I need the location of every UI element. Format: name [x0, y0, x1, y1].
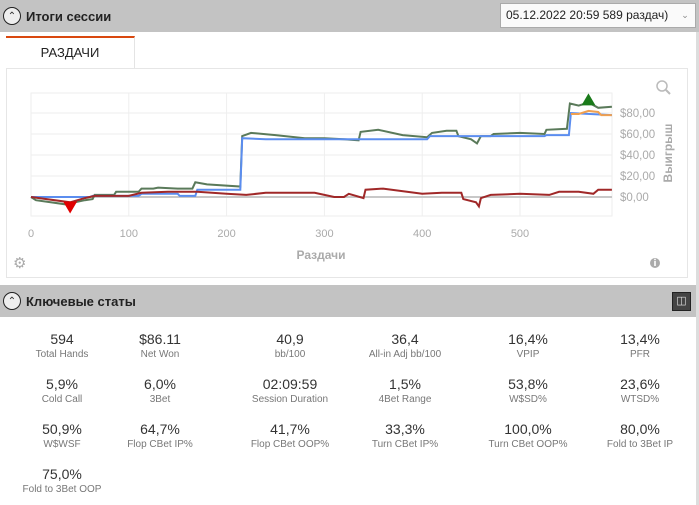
series-line-net-won: [30, 101, 612, 206]
x-axis-label: Раздачи: [297, 248, 346, 262]
stat-label: WTSD%: [620, 394, 660, 405]
stat-item: 80,0% Fold to 3Bet IP: [592, 421, 688, 450]
y-tick-label: $60,00: [620, 129, 655, 141]
stat-item: 36,4 All-in Adj bb/100: [357, 331, 453, 360]
stat-item: 33,3% Turn CBet IP%: [357, 421, 453, 450]
session-summary-header: ⌃ Итоги сессии 05.12.2022 20:59 589 разд…: [0, 0, 699, 32]
stat-label: All-in Adj bb/100: [368, 349, 442, 360]
stat-value: 02:09:59: [262, 376, 318, 392]
stat-value: 23,6%: [620, 376, 660, 392]
stat-value: 80,0%: [620, 421, 660, 437]
stat-item: $86.11 Net Won: [112, 331, 208, 360]
y-axis-label: Выигрыш: [661, 124, 675, 183]
x-tick-label: 100: [120, 228, 138, 240]
x-tick-label: 0: [28, 228, 34, 240]
stat-value: 100,0%: [504, 421, 552, 437]
stat-label: Session Duration: [251, 394, 329, 405]
stat-value: 1,5%: [389, 376, 421, 392]
layout-toggle-icon[interactable]: ◫: [672, 292, 691, 311]
stat-item: 02:09:59 Session Duration: [242, 376, 338, 405]
stat-value: 33,3%: [385, 421, 425, 437]
stat-item: 41,7% Flop CBet OOP%: [242, 421, 338, 450]
scrollbar[interactable]: [696, 32, 699, 505]
stat-item: 75,0% Fold to 3Bet OOP: [14, 466, 110, 495]
stat-label: Cold Call: [41, 394, 83, 405]
stat-item: 1,5% 4Bet Range: [357, 376, 453, 405]
y-tick-label: $40,00: [620, 150, 655, 162]
stat-item: 16,4% VPIP: [480, 331, 576, 360]
stat-label: Turn CBet IP%: [371, 439, 439, 450]
stat-item: 594 Total Hands: [14, 331, 110, 360]
x-tick-label: 200: [217, 228, 235, 240]
stat-item: 40,9 bb/100: [242, 331, 338, 360]
stat-item: 53,8% W$SD%: [480, 376, 576, 405]
stat-label: Total Hands: [35, 349, 89, 360]
stat-item: 5,9% Cold Call: [14, 376, 110, 405]
stat-label: PFR: [630, 349, 650, 360]
y-tick-label: $80,00: [620, 108, 655, 120]
stat-label: 3Bet: [149, 394, 171, 405]
stat-label: Fold to 3Bet OOP: [22, 484, 102, 495]
max-marker: [581, 93, 596, 106]
stat-value: 5,9%: [46, 376, 78, 392]
stat-label: Turn CBet OOP%: [488, 439, 568, 450]
key-stats-header: ⌃ Ключевые статы ◫: [0, 285, 699, 317]
chart-panel: [6, 68, 688, 278]
stat-item: 6,0% 3Bet: [112, 376, 208, 405]
stat-value: 64,7%: [140, 421, 180, 437]
tab-hands[interactable]: РАЗДАЧИ: [6, 36, 135, 69]
section-title: Итоги сессии: [26, 8, 112, 24]
x-tick-label: 300: [315, 228, 333, 240]
stat-label: Flop CBet OOP%: [250, 439, 330, 450]
session-select[interactable]: 05.12.2022 20:59 589 раздач) ⌄: [500, 3, 696, 28]
stat-label: Flop CBet IP%: [127, 439, 193, 450]
section-title: Ключевые статы: [26, 293, 136, 309]
stat-value: 75,0%: [42, 466, 82, 482]
stat-label: W$SD%: [509, 394, 547, 405]
chevron-down-icon: ⌄: [681, 10, 689, 20]
min-marker: [63, 201, 78, 214]
info-icon[interactable]: [650, 258, 660, 268]
x-tick-label: 400: [413, 228, 431, 240]
stat-value: 13,4%: [620, 331, 660, 347]
stat-item: 23,6% WTSD%: [592, 376, 688, 405]
stat-label: VPIP: [516, 349, 540, 360]
stat-value: 16,4%: [508, 331, 548, 347]
stat-label: bb/100: [274, 349, 306, 360]
stat-item: 13,4% PFR: [592, 331, 688, 360]
stat-value: 41,7%: [270, 421, 310, 437]
series-line-all-in-adj: [31, 111, 612, 198]
zoom-icon[interactable]: [656, 80, 671, 95]
x-tick-label: 500: [511, 228, 529, 240]
gear-icon[interactable]: ⚙: [13, 255, 26, 272]
y-tick-label: $20,00: [620, 171, 655, 183]
stat-item: 100,0% Turn CBet OOP%: [480, 421, 576, 450]
stat-item: 50,9% W$WSF: [14, 421, 110, 450]
stat-value: 53,8%: [508, 376, 548, 392]
stat-value: $86.11: [139, 331, 181, 347]
stat-value: 36,4: [391, 331, 419, 347]
session-select-value: 05.12.2022 20:59 589 раздач): [506, 8, 669, 22]
stat-value: 40,9: [276, 331, 304, 347]
stat-label: W$WSF: [43, 439, 81, 450]
stat-value: 6,0%: [144, 376, 176, 392]
series-line-showdown: [570, 109, 612, 117]
winnings-chart: 0 100 200 300 400 500 $0,00 $20,00 $40,00 $60,00 $…: [13, 80, 675, 272]
collapse-icon[interactable]: ⌃: [3, 292, 21, 310]
stat-value: 594: [50, 331, 74, 347]
stat-label: Net Won: [140, 349, 180, 360]
stat-value: 50,9%: [42, 421, 82, 437]
collapse-icon[interactable]: ⌃: [3, 7, 21, 25]
series-line-non-showdown: [30, 187, 612, 209]
stat-item: 64,7% Flop CBet IP%: [112, 421, 208, 450]
y-tick-label: $0,00: [620, 192, 649, 204]
stat-label: Fold to 3Bet IP: [606, 439, 674, 450]
stat-label: 4Bet Range: [378, 394, 432, 405]
